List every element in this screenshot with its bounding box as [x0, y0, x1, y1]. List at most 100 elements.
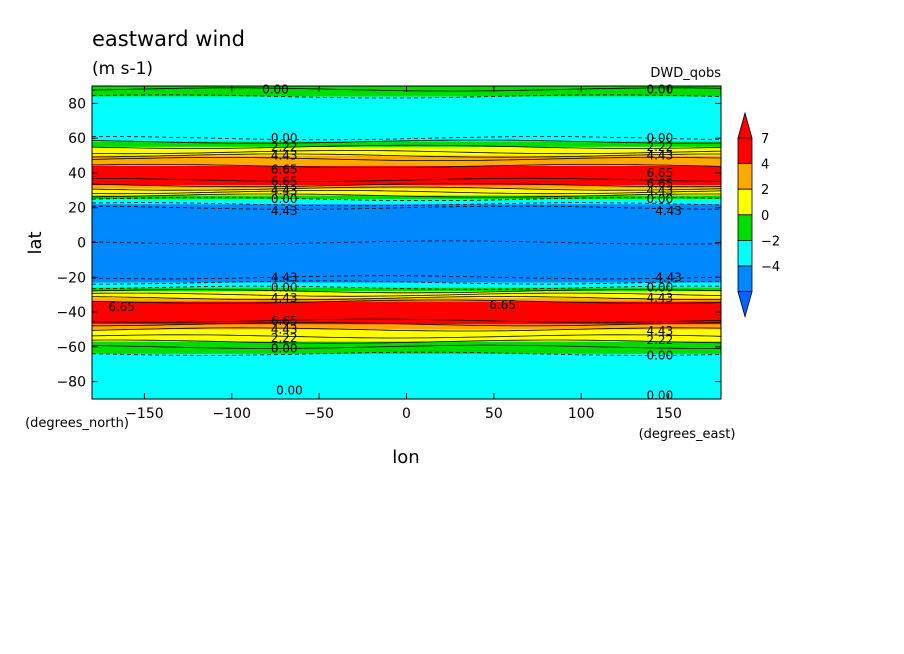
contour-line — [91, 318, 722, 323]
contour-label: 0.00 — [646, 192, 673, 206]
contour-band — [92, 89, 721, 98]
contour-band — [92, 242, 721, 278]
contour-line — [91, 289, 722, 294]
filled-contour-bands — [92, 86, 721, 400]
contour-label: 6.65 — [271, 314, 298, 328]
x-axis-ticks: −150 −100 −50 0 50 100 150 — [125, 86, 682, 422]
y-tick-label: −20 — [56, 270, 86, 286]
contour-label: 0.00 — [262, 82, 289, 96]
contour-label: 6.65 — [271, 175, 298, 189]
contour-line — [91, 164, 722, 168]
y-tick-label: 0 — [77, 236, 86, 252]
contour-band — [92, 179, 721, 186]
contour-label: 4.43 — [655, 204, 682, 218]
colorbar-tick-label: −2 — [761, 234, 780, 249]
contour-band — [92, 159, 721, 167]
y-tick-label: −60 — [56, 340, 86, 356]
colorbar-tick-label: −4 — [761, 260, 780, 275]
contour-band — [92, 146, 721, 153]
contour-band — [92, 204, 721, 209]
contour-band — [92, 320, 721, 325]
contour-label: 4.43 — [646, 291, 673, 305]
contour-band — [92, 152, 721, 157]
x-tick-label: −50 — [304, 406, 334, 422]
contour-label: 0.00 — [271, 192, 298, 206]
contour-band — [92, 291, 721, 296]
contour-band — [92, 341, 721, 348]
contour-label: 6.65 — [646, 176, 673, 190]
contour-band — [92, 301, 721, 322]
y-axis-label: lat — [25, 231, 46, 254]
x-axis-label: lon — [392, 447, 419, 468]
contour-label: 0.00 — [646, 131, 673, 145]
contour-label: 0.00 — [646, 82, 673, 96]
contour-band — [92, 282, 721, 289]
y-units-label: (degrees_north) — [25, 416, 129, 431]
contour-label: 2.22 — [646, 140, 673, 154]
contour-band — [92, 346, 721, 355]
x-units-label: (degrees_east) — [639, 427, 736, 442]
contour-line — [91, 327, 722, 332]
colorbar-tick-label: 0 — [761, 209, 769, 224]
chart-title: eastward wind — [92, 27, 245, 51]
contour-label: 0.00 — [271, 131, 298, 145]
contour-label: 6.65 — [271, 162, 298, 176]
x-tick-label: −150 — [125, 406, 163, 422]
contour-line — [91, 183, 722, 188]
x-tick-label: 0 — [402, 406, 411, 422]
colorbar-tick-label: 7 — [761, 132, 769, 147]
contour-label: 4.43 — [271, 149, 298, 163]
contour-label: 2.22 — [271, 331, 298, 345]
contour-band — [92, 188, 721, 193]
contour-label: 4.43 — [646, 183, 673, 197]
colorbar-segment — [737, 265, 753, 293]
contour-line — [91, 299, 722, 304]
contour-band — [92, 277, 721, 284]
contour-line — [91, 139, 722, 144]
contour-line — [91, 344, 721, 349]
contour-band — [92, 207, 721, 244]
contour-band — [92, 141, 721, 148]
contour-label: 0.00 — [271, 342, 298, 356]
contour-line — [91, 334, 722, 339]
colorbar-tick-label: 4 — [761, 158, 769, 173]
contour-lines — [91, 87, 722, 356]
y-tick-label: −40 — [56, 305, 86, 321]
contour-band — [92, 195, 721, 200]
x-tick-label: −100 — [213, 406, 251, 422]
contour-band — [92, 199, 721, 205]
colorbar-segment — [737, 188, 753, 216]
colorbar-extend-max — [737, 111, 753, 139]
contour-line — [91, 156, 722, 161]
chart-units: (m s-1) — [92, 59, 153, 79]
contour-band — [92, 155, 721, 160]
contour-label: 4.43 — [271, 183, 298, 197]
contour-label: 0.00 — [276, 383, 303, 397]
y-tick-label: 20 — [68, 201, 86, 217]
contour-label: 0.00 — [646, 281, 673, 295]
contour-band — [92, 165, 721, 181]
contour-label: 4.43 — [271, 322, 298, 336]
x-tick-label: 150 — [655, 406, 682, 422]
contour-line — [91, 153, 721, 158]
contour-band — [92, 353, 721, 400]
contour-label: 2.22 — [646, 333, 673, 347]
y-tick-label: −80 — [56, 375, 86, 391]
contour-band — [92, 192, 721, 197]
contour-band — [92, 324, 721, 331]
x-tick-label: 50 — [485, 406, 503, 422]
contour-line — [92, 322, 722, 327]
contour-line — [91, 339, 722, 344]
colorbar-segment — [737, 163, 753, 190]
colorbar-segment — [737, 239, 753, 267]
contour-label: 4.43 — [655, 270, 682, 284]
contour-line — [91, 193, 721, 198]
colorbar-extend-min — [737, 291, 753, 319]
contour-label: 6.65 — [489, 298, 516, 312]
contour-label: 4.43 — [646, 149, 673, 163]
colorbar-segment — [737, 137, 753, 165]
y-axis-ticks: 80 60 40 20 0 −20 −40 −60 −80 — [56, 96, 721, 391]
contour-band — [92, 96, 721, 139]
colorbar: 7 4 2 0 −2 −4 — [737, 111, 780, 319]
